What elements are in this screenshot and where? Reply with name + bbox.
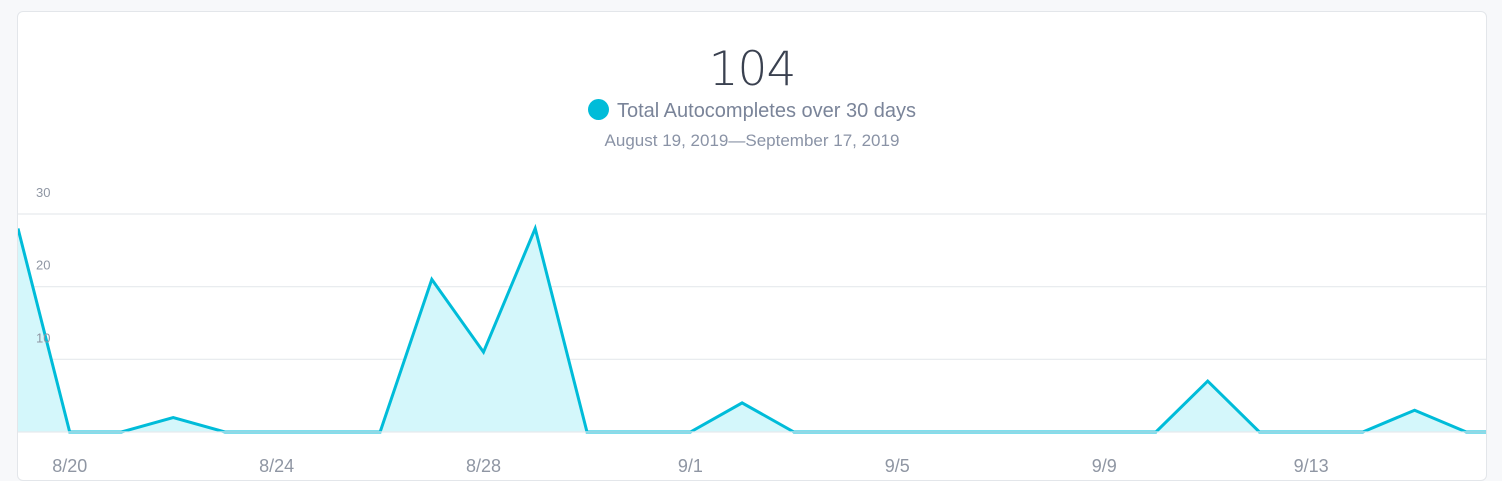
- series-area: [18, 228, 1487, 432]
- series-0-fill: [18, 229, 1487, 433]
- y-tick-30: 30: [36, 185, 50, 200]
- x-tick-8/28: 8/28: [466, 456, 501, 474]
- x-tick-9/5: 9/5: [885, 456, 910, 474]
- x-tick-9/13: 9/13: [1294, 456, 1329, 474]
- series-0-line: [18, 229, 1487, 433]
- grid-lines: [18, 214, 1487, 359]
- autocompletes-chart-card: 104 Total Autocompletes over 30 days Aug…: [17, 11, 1487, 481]
- x-tick-8/24: 8/24: [259, 456, 294, 474]
- x-tick-8/20: 8/20: [52, 456, 87, 474]
- x-tick-9/1: 9/1: [678, 456, 703, 474]
- x-axis-ticks: 8/208/248/289/19/59/99/139/17: [52, 456, 1487, 474]
- y-tick-20: 20: [36, 258, 50, 273]
- y-tick-10: 10: [36, 330, 50, 345]
- x-tick-9/9: 9/9: [1092, 456, 1117, 474]
